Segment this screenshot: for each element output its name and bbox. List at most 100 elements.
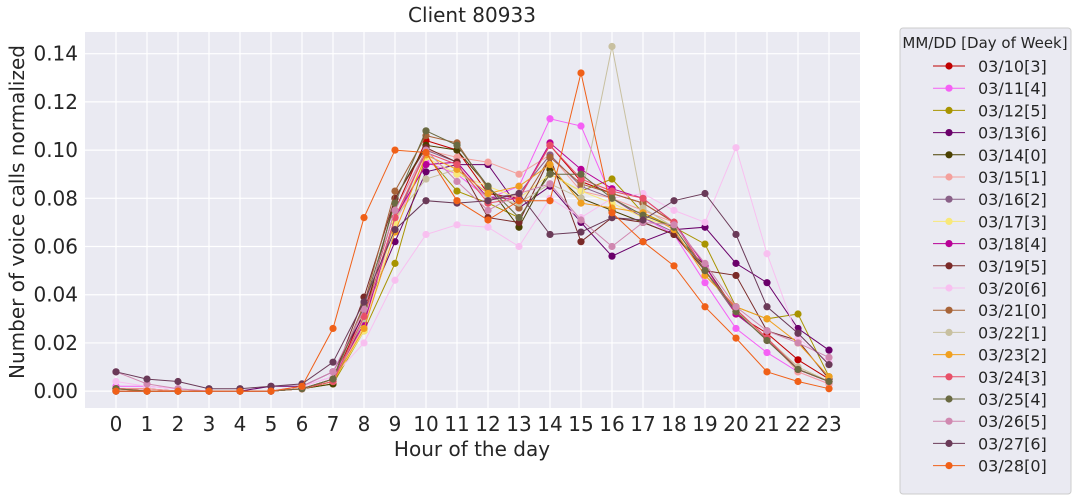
data-point (484, 206, 492, 214)
legend-label: 03/26[5] (978, 412, 1047, 431)
legend-item: 03/18[4] (933, 235, 1047, 254)
data-point (422, 148, 430, 157)
legend-marker (945, 351, 953, 359)
data-point (577, 199, 585, 207)
y-tick-label: 0.00 (33, 379, 78, 403)
data-point (174, 377, 182, 386)
legend-box (899, 27, 1072, 495)
data-point (577, 170, 585, 178)
data-point (546, 170, 554, 178)
data-point (608, 242, 616, 251)
series-line (116, 72, 830, 392)
data-point (453, 187, 461, 195)
data-point (608, 187, 616, 195)
y-tick-label: 0.10 (33, 138, 78, 162)
legend-item: 03/20[6] (933, 279, 1047, 298)
legend-marker (945, 417, 953, 425)
legend-item: 03/10[3] (933, 57, 1047, 76)
legend-item: 03/13[6] (933, 124, 1047, 143)
legend-item: 03/21[0] (933, 301, 1047, 320)
legend-item: 03/16[2] (933, 190, 1047, 209)
data-point (453, 160, 461, 169)
series-group (112, 42, 833, 395)
legend-label: 03/24[3] (978, 368, 1047, 387)
data-point (453, 221, 461, 229)
x-tick-label: 7 (327, 412, 340, 436)
data-point (608, 209, 616, 217)
data-point (577, 238, 585, 246)
legend-item: 03/28[0] (933, 457, 1047, 476)
data-point (484, 197, 492, 205)
data-point (360, 305, 368, 313)
legend-item: 03/19[5] (933, 257, 1047, 276)
legend-marker (945, 84, 953, 92)
data-point (391, 238, 399, 246)
data-point (670, 221, 678, 229)
x-tick-label: 13 (506, 412, 531, 436)
data-point (422, 168, 430, 176)
data-point (794, 329, 802, 337)
data-point (360, 213, 368, 222)
legend-item: 03/23[2] (933, 346, 1047, 365)
x-tick-label: 20 (723, 412, 748, 436)
x-tick-label: 18 (661, 412, 686, 436)
data-point (701, 303, 709, 311)
data-point (670, 262, 678, 270)
y-tick-label: 0.02 (33, 331, 78, 355)
data-point (794, 377, 802, 386)
data-point (546, 160, 554, 169)
data-point (546, 153, 554, 161)
legend-item: 03/25[4] (933, 390, 1047, 409)
y-tick-label: 0.14 (33, 42, 78, 66)
data-point (701, 240, 709, 248)
data-point (422, 160, 430, 169)
legend-marker (945, 439, 953, 447)
data-point (763, 327, 771, 335)
data-point (298, 382, 306, 390)
legend-item: 03/22[1] (933, 323, 1047, 342)
data-point (732, 271, 740, 280)
data-point (391, 226, 399, 234)
legend-label: 03/13[6] (978, 124, 1047, 143)
data-point (608, 194, 616, 202)
data-point (825, 377, 833, 386)
data-point (484, 216, 492, 224)
data-point (763, 368, 771, 376)
legend-item: 03/17[3] (933, 212, 1047, 231)
data-point (732, 303, 740, 311)
plot-background (85, 32, 860, 408)
legend-label: 03/20[6] (978, 279, 1047, 298)
x-tick-label: 19 (692, 412, 717, 436)
legend-label: 03/19[5] (978, 257, 1047, 276)
x-tick-label: 12 (475, 412, 500, 436)
data-point (670, 206, 678, 214)
legend-label: 03/14[0] (978, 146, 1047, 165)
legend-item: 03/24[3] (933, 368, 1047, 387)
legend-label: 03/27[6] (978, 434, 1047, 453)
legend-label: 03/15[1] (978, 168, 1047, 187)
data-point (329, 368, 337, 376)
data-point (515, 189, 523, 198)
legend-label: 03/21[0] (978, 301, 1047, 320)
data-point (360, 298, 368, 306)
data-point (515, 242, 523, 251)
legend-marker (945, 240, 953, 248)
data-point (391, 206, 399, 214)
data-point (732, 230, 740, 239)
data-point (484, 182, 492, 190)
data-point (701, 218, 709, 227)
data-point (608, 252, 616, 260)
data-point (608, 175, 616, 183)
data-point (639, 194, 647, 202)
data-point (360, 324, 368, 333)
legend-label: 03/23[2] (978, 346, 1047, 365)
legend-item: 03/14[0] (933, 146, 1047, 165)
data-point (794, 310, 802, 318)
x-tick-label: 17 (630, 412, 655, 436)
legend: MM/DD [Day of Week] 03/10[3]03/11[4]03/1… (899, 27, 1072, 495)
legend-marker (945, 173, 953, 181)
data-point (546, 141, 554, 149)
data-point (112, 368, 120, 376)
data-point (515, 213, 523, 222)
data-point (391, 259, 399, 267)
